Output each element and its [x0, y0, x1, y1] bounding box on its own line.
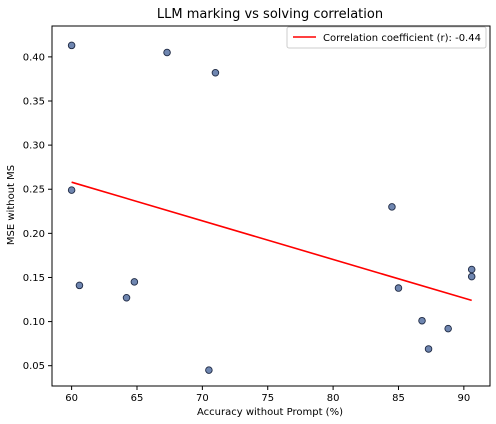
y-tick-label: 0.30 — [23, 141, 45, 152]
data-point — [76, 282, 83, 289]
chart-title: LLM marking vs solving correlation — [157, 7, 383, 22]
x-tick-label: 60 — [65, 393, 78, 404]
x-tick-label: 75 — [261, 393, 274, 404]
y-tick-label: 0.10 — [23, 317, 45, 328]
legend-trendline-label: Correlation coefficient (r): -0.44 — [323, 33, 481, 44]
x-tick-label: 80 — [327, 393, 340, 404]
data-point — [389, 204, 396, 211]
x-tick-label: 70 — [196, 393, 209, 404]
x-tick-label: 85 — [392, 393, 405, 404]
x-tick-label: 65 — [131, 393, 144, 404]
y-tick-label: 0.05 — [23, 361, 45, 372]
data-point — [395, 285, 402, 292]
data-point — [212, 69, 219, 76]
data-point — [131, 279, 138, 286]
data-point — [445, 325, 452, 332]
plot-frame — [52, 26, 490, 386]
data-point — [468, 266, 475, 273]
x-tick-label: 90 — [457, 393, 470, 404]
data-point — [206, 367, 213, 374]
y-tick-label: 0.15 — [23, 273, 45, 284]
legend: Correlation coefficient (r): -0.44 — [287, 27, 486, 48]
data-point — [68, 42, 75, 49]
data-point — [425, 346, 432, 353]
x-axis-label: Accuracy without Prompt (%) — [197, 407, 343, 418]
y-tick-label: 0.40 — [23, 52, 45, 63]
y-tick-label: 0.35 — [23, 97, 45, 108]
plot-area — [52, 26, 490, 386]
y-tick-label: 0.20 — [23, 229, 45, 240]
y-tick-label: 0.25 — [23, 185, 45, 196]
data-point — [123, 294, 130, 301]
y-axis-label: MSE without MS — [6, 165, 17, 245]
data-point — [68, 187, 75, 194]
data-point — [419, 317, 426, 324]
data-point — [468, 273, 475, 280]
data-point — [164, 49, 171, 56]
